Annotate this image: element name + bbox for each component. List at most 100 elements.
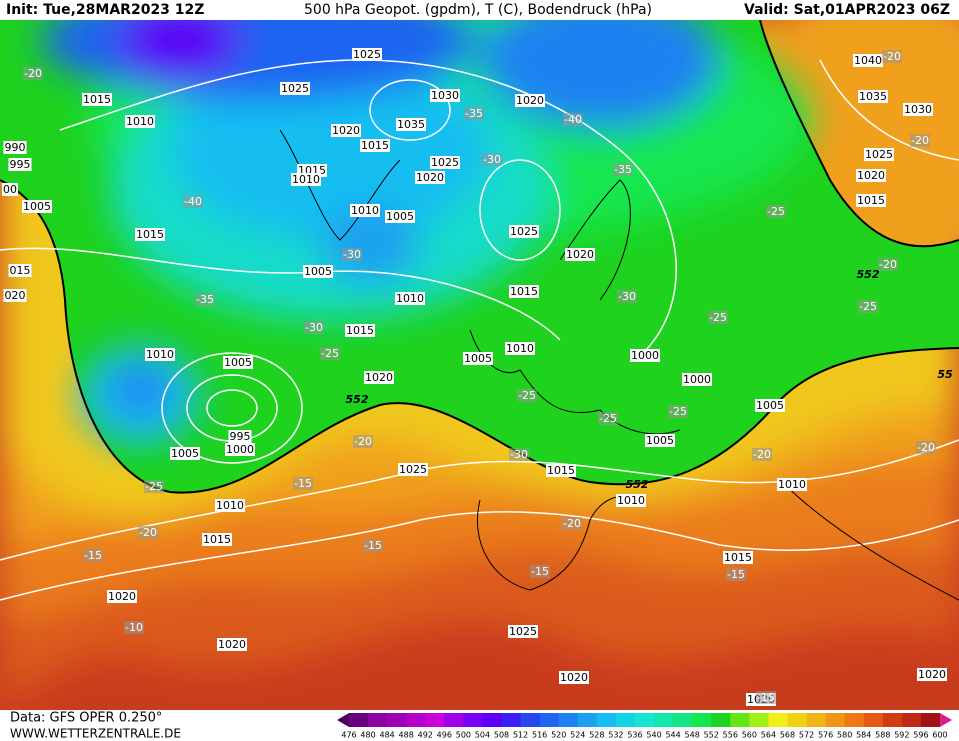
- temperature-label: -40: [564, 113, 582, 126]
- pressure-label-box: [630, 349, 660, 362]
- colorbar-swatch: [425, 713, 445, 727]
- colorbar-swatch: [787, 713, 808, 727]
- temperature-label-box: [124, 621, 144, 634]
- colorbar-label: 584: [856, 731, 871, 740]
- pressure-label: 1020: [332, 124, 360, 137]
- colorbar: 476 480 484 488 492 496 500 504 508 512 516 520 524 5…: [337, 713, 952, 740]
- pressure-label: 1030: [431, 89, 459, 102]
- header-bar: [0, 0, 959, 20]
- pressure-label-box: [505, 342, 535, 355]
- pressure-label-box: [777, 478, 807, 491]
- pressure-label: 990: [5, 141, 26, 154]
- temperature-label: -20: [563, 517, 581, 530]
- pressure-label: 1025: [399, 463, 427, 476]
- colorbar-label: 576: [818, 731, 833, 740]
- colorbar-swatch: [730, 713, 750, 727]
- pressure-label-box: [345, 324, 375, 337]
- pressure-label: 1025: [281, 82, 309, 95]
- temperature-label: -25: [859, 300, 877, 313]
- temperature-label: -15: [757, 691, 775, 704]
- pressure-label: 1000: [226, 443, 254, 456]
- pressure-label-box: [856, 194, 886, 207]
- pressure-label: 1015: [724, 551, 752, 564]
- pressure-label: 1020: [108, 590, 136, 603]
- pressure-label: 1015: [857, 194, 885, 207]
- pressure-label-box: [3, 289, 27, 302]
- temperature-label-box: [517, 389, 537, 402]
- temperature-label: -20: [911, 134, 929, 147]
- site-url: WWW.WETTERZENTRALE.DE: [10, 727, 181, 741]
- colorbar-swatch: [482, 713, 503, 727]
- pressure-label: 020: [5, 289, 26, 302]
- pressure-label-box: [723, 551, 753, 564]
- pressure-label-box: [903, 103, 933, 116]
- pressure-label-box: [225, 443, 255, 456]
- colorbar-swatch: [634, 713, 655, 727]
- temperature-label-box: [916, 441, 936, 454]
- colorbar-swatch: [825, 713, 846, 727]
- pressure-label-box: [917, 668, 947, 681]
- temperature-label: -30: [618, 290, 636, 303]
- pressure-label: 1005: [386, 210, 414, 223]
- temperature-label: -25: [518, 389, 536, 402]
- temperature-label: -25: [321, 347, 339, 360]
- temperature-label-box: [752, 448, 772, 461]
- temperature-label-box: [726, 568, 746, 581]
- colorbar-label: 508: [494, 731, 509, 740]
- colorbar-swatch: [520, 713, 541, 727]
- pressure-label-box: [8, 158, 32, 171]
- temperature-label-box: [23, 67, 43, 80]
- pressure-label: 1025: [353, 48, 381, 61]
- pressure-label-box: [352, 48, 382, 61]
- colorbar-swatch: [406, 713, 426, 727]
- colorbar-label: 488: [399, 731, 414, 740]
- geopotential-label: 552: [626, 478, 649, 491]
- temperature-label-box: [530, 565, 550, 578]
- pressure-label: 1010: [617, 494, 645, 507]
- colorbar-label: 480: [360, 731, 375, 740]
- pressure-label: 1010: [351, 204, 379, 217]
- temperature-label-box: [882, 50, 902, 63]
- pressure-label: 1020: [918, 668, 946, 681]
- pressure-label-box: [682, 373, 712, 386]
- temperature-label-box: [563, 113, 583, 126]
- colorbar-swatch: [501, 713, 522, 727]
- pressure-label: 1015: [83, 93, 111, 106]
- colorbar-label: 564: [761, 731, 776, 740]
- temperature-label-box: [293, 477, 313, 490]
- pressure-label-box: [415, 171, 445, 184]
- colorbar-swatch: [444, 713, 464, 727]
- pressure-label-box: [856, 169, 886, 182]
- temperature-label-box: [83, 549, 103, 562]
- colorbar-label: 504: [475, 731, 490, 740]
- pressure-label: 995: [230, 430, 251, 443]
- pressure-label-box: [125, 115, 155, 128]
- colorbar-swatch: [863, 713, 884, 727]
- colorbar-label: 540: [646, 731, 661, 740]
- pressure-label-box: [364, 371, 394, 384]
- temperature-label-box: [756, 691, 776, 704]
- temperature-label-box: [342, 248, 362, 261]
- pressure-label-box: [853, 54, 883, 67]
- pressure-label-box: [303, 265, 333, 278]
- temperature-label: -35: [196, 293, 214, 306]
- colorbar-label: 560: [742, 731, 757, 740]
- pressure-label-box: [8, 264, 32, 277]
- pressure-label: 1025: [431, 156, 459, 169]
- colorbar-label: 476: [341, 731, 356, 740]
- colorbar-swatch: [692, 713, 712, 727]
- pressure-label: 1005: [464, 352, 492, 365]
- pressure-label: 1020: [516, 94, 544, 107]
- pressure-label-box: [82, 93, 112, 106]
- temperature-label: -15: [531, 565, 549, 578]
- temperature-label: -25: [145, 480, 163, 493]
- colorbar-swatch: [749, 713, 769, 727]
- pressure-label-box: [864, 148, 894, 161]
- pressure-label-box: [395, 292, 425, 305]
- colorbar-swatch: [844, 713, 865, 727]
- pressure-label-box: [559, 671, 589, 684]
- temperature-label: -30: [510, 448, 528, 461]
- colorbar-label: 580: [837, 731, 852, 740]
